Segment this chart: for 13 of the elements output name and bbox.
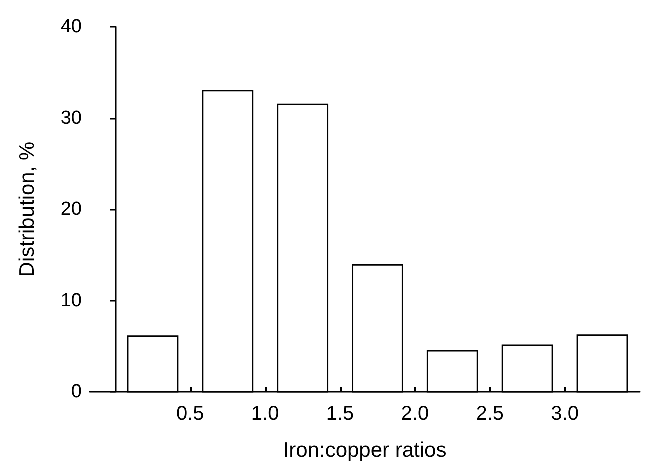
x-tick-label: 2.5 — [476, 403, 504, 425]
y-axis-title: Distribution, % — [16, 142, 39, 278]
x-tick-label: 3.0 — [551, 403, 579, 425]
x-axis-title: Iron:copper ratios — [283, 439, 447, 462]
x-tick-label: 2.0 — [401, 403, 430, 425]
x-tick-label: 1.0 — [251, 403, 280, 425]
x-tick-label: 0.5 — [176, 403, 204, 425]
y-tick-label: 10 — [60, 290, 82, 312]
y-tick-label: 30 — [60, 108, 82, 129]
y-tick-label: 0 — [71, 382, 82, 402]
y-tick-label: 20 — [60, 199, 82, 220]
y-tick-label: 40 — [60, 16, 82, 38]
x-tick-label: 1.5 — [326, 403, 354, 425]
